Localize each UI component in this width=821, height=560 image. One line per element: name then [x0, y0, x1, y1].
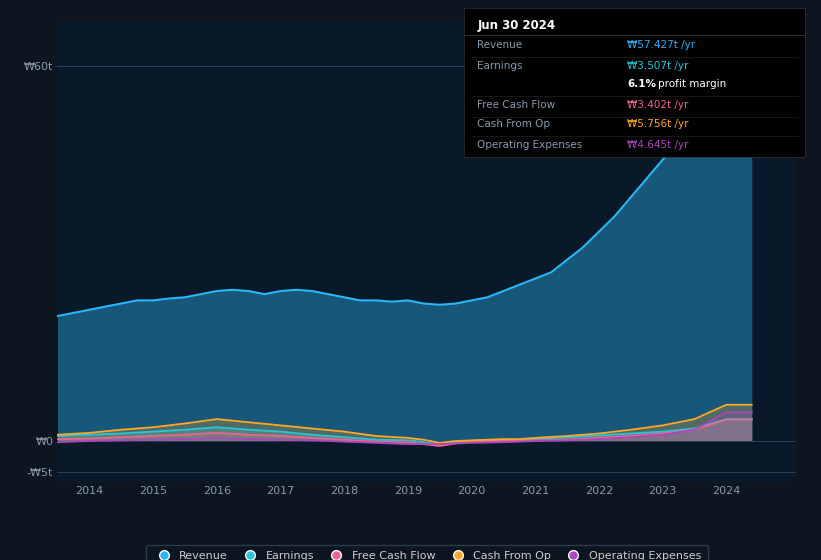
Text: ₩3.507t /yr: ₩3.507t /yr [627, 61, 689, 71]
Text: Earnings: Earnings [478, 61, 523, 71]
Text: ₩3.402t /yr: ₩3.402t /yr [627, 100, 689, 110]
Text: ₩4.645t /yr: ₩4.645t /yr [627, 140, 689, 150]
Text: ₩57.427t /yr: ₩57.427t /yr [627, 40, 695, 50]
Text: ₩5.756t /yr: ₩5.756t /yr [627, 119, 689, 129]
Text: Jun 30 2024: Jun 30 2024 [478, 19, 556, 32]
Text: Free Cash Flow: Free Cash Flow [478, 100, 556, 110]
Text: Revenue: Revenue [478, 40, 523, 50]
Text: Cash From Op: Cash From Op [478, 119, 551, 129]
Text: Operating Expenses: Operating Expenses [478, 140, 583, 150]
Legend: Revenue, Earnings, Free Cash Flow, Cash From Op, Operating Expenses: Revenue, Earnings, Free Cash Flow, Cash … [146, 544, 708, 560]
Text: 6.1%: 6.1% [627, 79, 657, 89]
Text: profit margin: profit margin [658, 79, 727, 89]
